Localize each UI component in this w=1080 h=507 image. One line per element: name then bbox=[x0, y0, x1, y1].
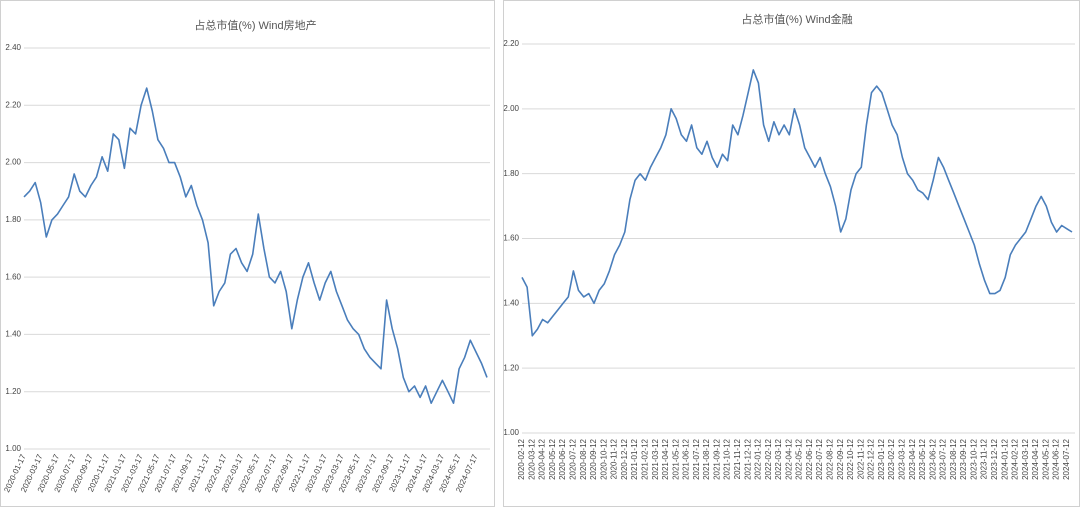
x-tick-label: 2023-08-12 bbox=[949, 438, 958, 479]
x-tick-label: 2023-10-12 bbox=[969, 438, 978, 479]
x-tick-label: 2022-11-12 bbox=[856, 438, 865, 479]
x-tick-label: 2021-02-12 bbox=[640, 438, 649, 479]
panel-left bbox=[0, 0, 495, 507]
x-tick-label: 2022-05-12 bbox=[795, 438, 804, 479]
y-tick-label: 2.20 bbox=[5, 100, 21, 109]
x-tick-label: 2022-10-12 bbox=[846, 438, 855, 479]
x-tick-label: 2023-01-12 bbox=[877, 438, 886, 479]
x-tick-label: 2022-04-12 bbox=[784, 438, 793, 479]
data-line bbox=[521, 69, 1073, 337]
x-tick-label: 2022-07-12 bbox=[815, 438, 824, 479]
x-tick-label: 2023-05-12 bbox=[918, 438, 927, 479]
x-tick-label: 2020-10-12 bbox=[599, 438, 608, 479]
chart-title: 占总市值(%) Wind房地产 bbox=[194, 18, 316, 32]
x-tick-label: 2020-12-12 bbox=[620, 438, 629, 479]
x-tick-label: 2021-09-12 bbox=[712, 438, 721, 479]
x-tick-label: 2022-08-12 bbox=[826, 438, 835, 479]
x-tick-label: 2020-05-12 bbox=[548, 438, 557, 479]
x-tick-label: 2021-01-12 bbox=[630, 438, 639, 479]
y-tick-label: 2.40 bbox=[5, 43, 21, 52]
x-tick-label: 2020-09-12 bbox=[589, 438, 598, 479]
y-tick-label: 1.20 bbox=[5, 387, 21, 396]
x-tick-label: 2021-07-12 bbox=[692, 438, 701, 479]
y-tick-label: 2.20 bbox=[503, 39, 519, 48]
x-tick-label: 2020-06-12 bbox=[558, 438, 567, 479]
y-tick-label: 2.00 bbox=[503, 104, 519, 113]
x-tick-label: 2022-03-12 bbox=[774, 438, 783, 479]
x-tick-label: 2024-01-12 bbox=[1000, 438, 1009, 479]
x-tick-label: 2024-06-12 bbox=[1052, 438, 1061, 479]
x-tick-label: 2023-12-12 bbox=[990, 438, 999, 479]
chart-title: 占总市值(%) Wind金融 bbox=[741, 12, 852, 26]
x-tick-label: 2024-07-12 bbox=[1062, 438, 1071, 479]
x-tick-label: 2021-05-12 bbox=[671, 438, 680, 479]
x-tick-label: 2023-06-12 bbox=[928, 438, 937, 479]
data-line bbox=[23, 87, 488, 404]
y-tick-label: 1.80 bbox=[503, 169, 519, 178]
x-tick-label: 2023-03-12 bbox=[897, 438, 906, 479]
y-tick-label: 1.80 bbox=[5, 215, 21, 224]
x-tick-label: 2020-08-12 bbox=[579, 438, 588, 479]
x-tick-label: 2024-05-12 bbox=[1041, 438, 1050, 479]
panel-right bbox=[503, 0, 1080, 507]
x-tick-label: 2021-08-12 bbox=[702, 438, 711, 479]
x-tick-label: 2021-11-12 bbox=[733, 438, 742, 479]
y-tick-label: 1.00 bbox=[503, 428, 519, 437]
x-tick-label: 2022-06-12 bbox=[805, 438, 814, 479]
x-tick-label: 2023-07-12 bbox=[939, 438, 948, 479]
y-tick-label: 1.40 bbox=[5, 330, 21, 339]
x-tick-label: 2023-11-12 bbox=[980, 438, 989, 479]
x-tick-label: 2020-11-12 bbox=[610, 438, 619, 479]
y-tick-label: 1.40 bbox=[503, 298, 519, 307]
x-tick-label: 2021-06-12 bbox=[682, 438, 691, 479]
x-tick-label: 2024-02-12 bbox=[1011, 438, 1020, 479]
x-tick-label: 2021-03-12 bbox=[651, 438, 660, 479]
x-tick-label: 2021-12-12 bbox=[743, 438, 752, 479]
y-tick-label: 2.00 bbox=[5, 158, 21, 167]
x-tick-label: 2020-02-12 bbox=[517, 438, 526, 479]
x-tick-label: 2022-01-12 bbox=[754, 438, 763, 479]
y-tick-label: 1.00 bbox=[5, 444, 21, 453]
x-tick-label: 2022-02-12 bbox=[764, 438, 773, 479]
x-tick-label: 2022-12-12 bbox=[867, 438, 876, 479]
x-tick-label: 2020-07-12 bbox=[569, 438, 578, 479]
x-tick-label: 2024-04-12 bbox=[1031, 438, 1040, 479]
y-tick-label: 1.60 bbox=[5, 272, 21, 281]
y-tick-label: 1.20 bbox=[503, 363, 519, 372]
x-tick-label: 2020-03-12 bbox=[527, 438, 536, 479]
x-tick-label: 2023-09-12 bbox=[959, 438, 968, 479]
x-tick-label: 2023-02-12 bbox=[887, 438, 896, 479]
x-tick-label: 2023-04-12 bbox=[908, 438, 917, 479]
x-tick-label: 2020-04-12 bbox=[538, 438, 547, 479]
x-tick-label: 2022-09-12 bbox=[836, 438, 845, 479]
x-tick-label: 2021-04-12 bbox=[661, 438, 670, 479]
y-tick-label: 1.60 bbox=[503, 234, 519, 243]
x-tick-label: 2021-10-12 bbox=[723, 438, 732, 479]
x-tick-label: 2024-03-12 bbox=[1021, 438, 1030, 479]
